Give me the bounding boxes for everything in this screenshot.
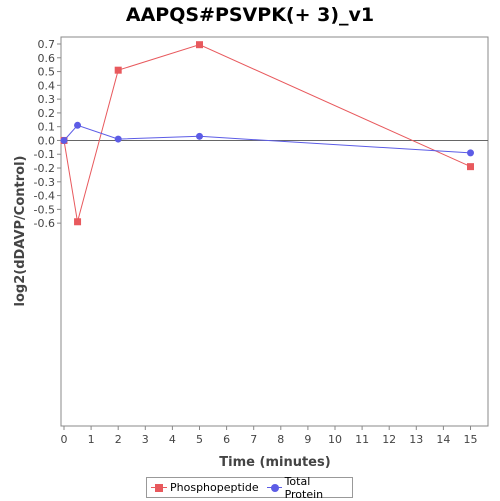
x-tick-label: 12 xyxy=(382,433,396,446)
x-tick-label: 2 xyxy=(115,433,122,446)
y-tick-label: 0.6 xyxy=(38,52,56,65)
legend-item-phosphopeptide: Phosphopeptide xyxy=(151,481,259,494)
y-tick-label: -0.6 xyxy=(34,217,55,230)
legend: Phosphopeptide Total Protein xyxy=(146,474,353,501)
y-tick-label: 0.1 xyxy=(38,121,56,134)
y-tick-label: 0.7 xyxy=(38,38,56,51)
chart-title: AAPQS#PSVPK(+ 3)_v1 xyxy=(125,4,375,26)
x-tick-label: 8 xyxy=(277,433,284,446)
x-tick-label: 5 xyxy=(196,433,203,446)
legend-swatch-total-protein xyxy=(266,483,282,493)
x-tick-label: 10 xyxy=(328,433,342,446)
x-tick-label: 1 xyxy=(88,433,95,446)
data-point-total-protein xyxy=(74,121,82,129)
y-tick-label: 0.4 xyxy=(38,79,56,92)
y-tick-label: -0.4 xyxy=(34,190,55,203)
y-tick-label: -0.1 xyxy=(34,148,55,161)
x-tick-label: 11 xyxy=(355,433,369,446)
series-layer xyxy=(60,41,474,226)
data-point-phosphopeptide xyxy=(196,41,203,49)
x-tick-label: 0 xyxy=(61,433,68,446)
y-tick-label: 0.0 xyxy=(38,134,56,147)
legend-item-total-protein: Total Protein xyxy=(266,474,348,501)
x-tick-label: 14 xyxy=(436,433,450,446)
data-point-phosphopeptide xyxy=(74,218,82,226)
data-point-phosphopeptide xyxy=(467,163,474,171)
data-point-total-protein xyxy=(196,132,203,140)
x-tick-label: 4 xyxy=(169,433,176,446)
axes-layer: 0.70.60.50.40.30.20.10.0-0.1-0.2-0.3-0.4… xyxy=(34,38,488,446)
plot-area xyxy=(60,36,489,427)
x-tick-label: 6 xyxy=(223,433,230,446)
legend-swatch-phosphopeptide xyxy=(151,483,167,493)
x-tick-label: 7 xyxy=(250,433,257,446)
y-tick-label: -0.3 xyxy=(34,176,55,189)
y-axis-title: log2(dDAVP/Control) xyxy=(13,156,28,307)
data-point-total-protein xyxy=(114,135,122,143)
data-point-total-protein xyxy=(60,136,68,144)
x-tick-label: 15 xyxy=(464,433,478,446)
y-tick-label: 0.3 xyxy=(38,93,56,106)
y-tick-label: 0.5 xyxy=(38,66,56,79)
y-tick-label: -0.2 xyxy=(34,162,55,175)
data-point-total-protein xyxy=(467,149,474,157)
data-point-phosphopeptide xyxy=(114,66,122,74)
legend-label-total-protein: Total Protein xyxy=(284,474,324,501)
y-tick-label: -0.5 xyxy=(34,203,55,216)
x-axis-title: Time (minutes) xyxy=(219,455,330,470)
legend-label-phosphopeptide: Phosphopeptide xyxy=(170,481,259,494)
x-tick-label: 13 xyxy=(409,433,423,446)
y-tick-label: 0.2 xyxy=(38,107,56,120)
x-tick-label: 3 xyxy=(142,433,149,446)
x-tick-label: 9 xyxy=(304,433,311,446)
